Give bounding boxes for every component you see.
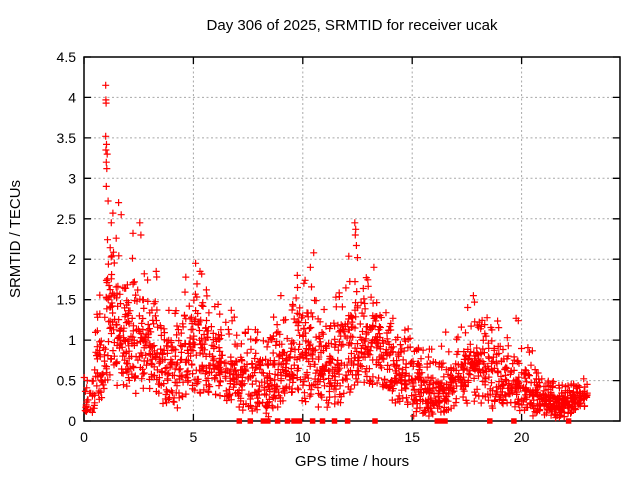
- x-tick-label: 10: [295, 429, 311, 445]
- x-tick-label: 0: [80, 429, 88, 445]
- gridlines: [85, 58, 619, 420]
- y-tick-label: 1.5: [57, 292, 77, 308]
- tick-labels: 0 5 10 15 20 0 0.5 1 1.5 2 2.5 3 3.5 4 4.5: [57, 49, 530, 445]
- grid-lines: [85, 58, 619, 420]
- chart-title: Day 306 of 2025, SRMTID for receiver uca…: [207, 17, 498, 34]
- tick-marks: [83, 56, 620, 422]
- x-axis-label: GPS time / hours: [295, 453, 409, 470]
- x-tick-label: 20: [514, 429, 530, 445]
- plot-border-and-ticks: [83, 56, 621, 422]
- y-tick-label: 2: [68, 251, 76, 267]
- y-tick-label: 0: [68, 413, 76, 429]
- y-tick-label: 3.5: [57, 130, 77, 146]
- y-tick-label: 2.5: [57, 211, 77, 227]
- y-tick-label: 1: [68, 332, 76, 348]
- x-tick-label: 5: [190, 429, 198, 445]
- zero-flag-square-markers: [236, 418, 572, 424]
- y-tick-label: 4.5: [57, 49, 77, 65]
- x-tick-label: 15: [404, 429, 420, 445]
- plot-border: [83, 56, 621, 422]
- y-tick-label: 4: [68, 89, 76, 105]
- y-tick-label: 0.5: [57, 373, 77, 389]
- y-axis-label: SRMTID / TECUs: [7, 180, 24, 298]
- data-points: [80, 81, 591, 424]
- srmtid-plus-markers: [80, 81, 591, 422]
- y-tick-label: 3: [68, 170, 76, 186]
